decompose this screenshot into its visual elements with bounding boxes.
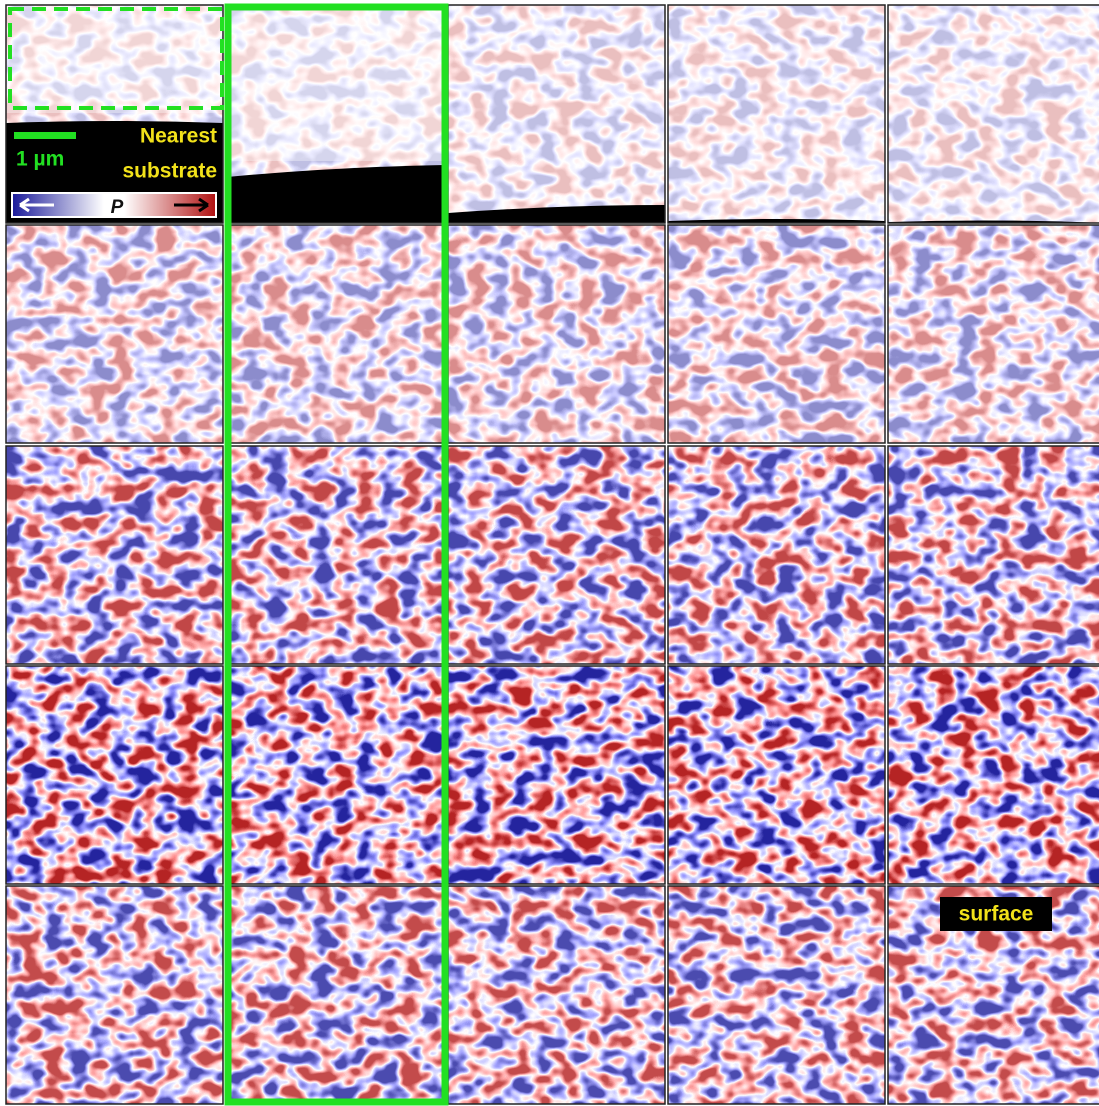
polarization-map — [6, 886, 223, 1104]
polarization-map — [668, 666, 885, 884]
map-fade — [227, 225, 444, 443]
map-fade — [448, 225, 665, 443]
polarization-map — [227, 5, 444, 223]
map-fade — [668, 886, 885, 1104]
polarization-map — [6, 5, 223, 223]
polarization-map — [668, 446, 885, 664]
map-fade — [888, 446, 1099, 664]
polarization-map — [227, 886, 444, 1104]
polarization-map — [448, 886, 665, 1104]
polarization-map — [448, 446, 665, 664]
map-fade — [448, 886, 665, 1104]
polarization-map — [888, 5, 1099, 223]
polarization-map — [227, 225, 444, 443]
map-fade — [6, 5, 223, 113]
polarization-map — [6, 666, 223, 884]
map-fade — [6, 666, 223, 884]
map-fade — [668, 446, 885, 664]
polarization-map — [888, 446, 1099, 664]
figure: 1 µm Nearest substrate P surface — [0, 0, 1099, 1106]
map-fade — [668, 225, 885, 443]
map-fade — [448, 5, 665, 223]
polarization-map — [6, 225, 223, 443]
map-fade — [668, 5, 885, 223]
map-fade — [227, 5, 444, 161]
polarization-map — [227, 446, 444, 664]
map-fade — [448, 666, 665, 884]
map-fade — [888, 666, 1099, 884]
surface-label: surface — [959, 903, 1034, 926]
scale-bar — [14, 132, 76, 139]
polarization-map — [448, 5, 665, 223]
map-fade — [227, 666, 444, 884]
polarization-symbol: P — [111, 197, 124, 218]
polarization-map — [668, 225, 885, 443]
polarization-map — [6, 446, 223, 664]
map-fade — [6, 886, 223, 1104]
polarization-map — [888, 666, 1099, 884]
polarization-map — [227, 666, 444, 884]
polarization-map — [668, 886, 885, 1104]
polarization-map — [448, 225, 665, 443]
nearest-label: substrate — [122, 160, 217, 183]
scale-label: 1 µm — [16, 148, 64, 171]
map-fade — [668, 666, 885, 884]
map-fade — [227, 446, 444, 664]
map-fade — [888, 225, 1099, 443]
map-fade — [6, 225, 223, 443]
map-fade — [6, 446, 223, 664]
map-fade — [888, 5, 1099, 223]
polarization-map — [448, 666, 665, 884]
map-fade — [448, 446, 665, 664]
polarization-map — [888, 225, 1099, 443]
map-fade — [227, 886, 444, 1104]
nearest-label: Nearest — [140, 125, 217, 148]
polarization-map — [668, 5, 885, 223]
